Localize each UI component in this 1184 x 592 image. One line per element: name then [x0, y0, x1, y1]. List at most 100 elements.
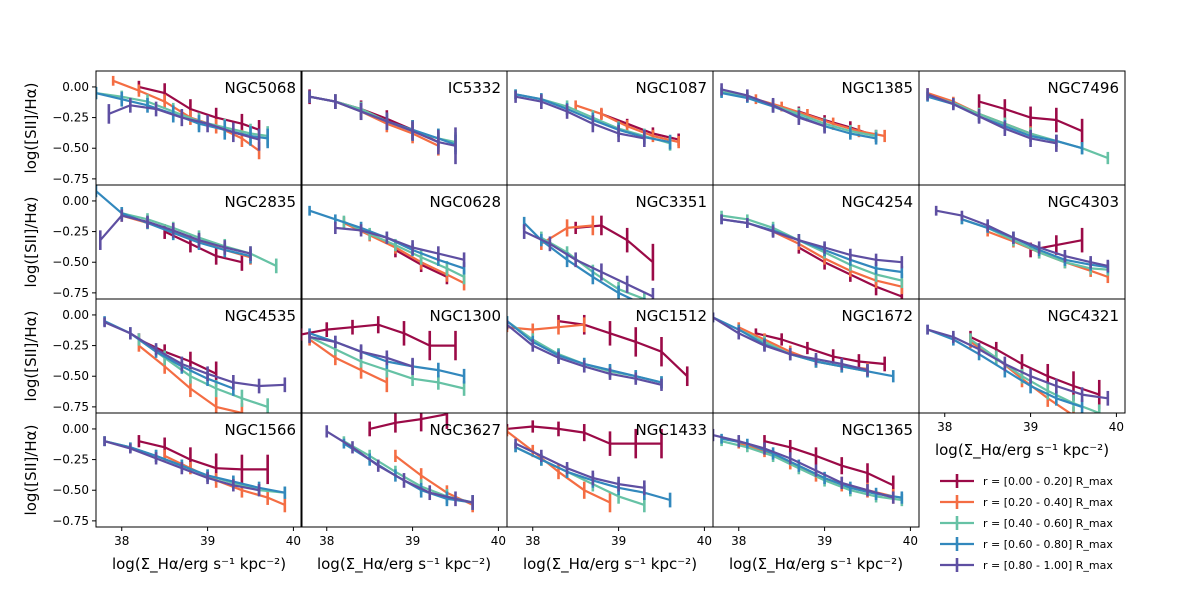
series-line [369, 413, 448, 430]
y-tick-label: −0.50 [52, 369, 89, 383]
panel-title: NGC5068 [225, 79, 297, 97]
panel-frame [712, 412, 920, 528]
legend-entry: r = [0.40 - 0.60] R_max [940, 516, 1113, 530]
panel-ic5332: IC5332 [300, 70, 508, 186]
panel-frame [95, 412, 303, 528]
series-line [970, 336, 1100, 396]
y-tick-label: 0.00 [62, 80, 89, 94]
y-tick-label: −0.75 [52, 286, 89, 300]
plot-area [96, 75, 269, 160]
series-line [309, 95, 439, 147]
series-0 [977, 94, 1084, 144]
y-tick-label: −0.75 [52, 172, 89, 186]
axis-labels-layer: log([SII]/Hα) log([SII]/Hα) log([SII]/Hα) l… [22, 83, 1109, 574]
panels-layer: NGC5068 0.00 −0.25 −0.50 −0.75 IC5332 NGC1087 N… [52, 70, 1126, 548]
y-tick-label: 0.00 [62, 194, 89, 208]
panel-title: NGC0628 [430, 193, 502, 211]
series-0 [301, 316, 457, 361]
x-tick-label: 39 [200, 534, 215, 548]
panel-ngc1566: NGC1566 0.00 −0.25 −0.50 −0.75 38 39 40 [52, 412, 303, 548]
series-line [764, 440, 894, 487]
panel-title: IC5332 [448, 79, 501, 97]
series-4 [934, 205, 1110, 273]
legend-entry: r = [0.80 - 1.00] R_max [940, 558, 1113, 572]
series-4 [926, 324, 1110, 406]
series-line [523, 230, 654, 298]
series-4 [98, 209, 252, 261]
x-tick-label: 38 [114, 534, 129, 548]
legend-label: r = [0.80 - 1.00] R_max [983, 559, 1113, 572]
plot-area [926, 88, 1110, 165]
y-tick-label: −0.50 [52, 255, 89, 269]
plot-area [103, 316, 287, 413]
panel-title: NGC3351 [636, 193, 708, 211]
series-line [575, 224, 654, 264]
panel-ngc1365: NGC1365 38 39 40 [712, 412, 920, 548]
panel-title: NGC2835 [225, 193, 297, 211]
y-axis-label: log([SII]/Hα) [22, 311, 40, 402]
series-line [927, 93, 1057, 145]
series-line [721, 214, 903, 282]
plot-area [514, 89, 680, 151]
panel-ngc7496: NGC7496 [918, 70, 1126, 186]
y-tick-label: −0.25 [52, 111, 89, 125]
panel-ngc3627: NGC3627 38 39 40 [300, 412, 508, 548]
series-4 [926, 88, 1058, 152]
x-tick-label: 38 [731, 534, 746, 548]
x-tick-label: 40 [491, 534, 506, 548]
panel-title: NGC4303 [1048, 193, 1120, 211]
series-4 [334, 221, 466, 268]
panel-title: NGC1087 [636, 79, 708, 97]
legend-label: r = [0.60 - 0.80] R_max [983, 538, 1113, 551]
x-tick-label: 39 [1023, 420, 1038, 434]
legend-label: r = [0.00 - 0.20] R_max [983, 475, 1113, 488]
panel-ngc4303: NGC4303 [918, 184, 1126, 300]
series-line [713, 434, 894, 499]
y-tick-label: −0.50 [52, 483, 89, 497]
panel-ngc1672: NGC1672 [712, 298, 920, 414]
x-tick-label: 40 [903, 534, 918, 548]
plot-area [507, 314, 689, 391]
panel-title: NGC4535 [225, 307, 297, 325]
series-4 [507, 319, 663, 391]
plot-area [934, 205, 1110, 284]
panel-ngc2835: NGC2835 0.00 −0.25 −0.50 −0.75 [52, 184, 303, 300]
panel-title: NGC7496 [1048, 79, 1120, 97]
x-tick-label: 40 [286, 534, 301, 548]
y-axis-label: log([SII]/Hα) [22, 425, 40, 516]
panel-ngc5068: NGC5068 0.00 −0.25 −0.50 −0.75 [52, 70, 303, 186]
series-4 [107, 97, 261, 151]
series-4 [522, 224, 655, 299]
series-line [343, 440, 473, 504]
plot-area [507, 420, 672, 513]
series-4 [713, 428, 895, 504]
plot-area [926, 324, 1110, 413]
series-line [164, 230, 243, 264]
y-tick-label: −0.75 [52, 400, 89, 414]
series-1 [507, 426, 612, 513]
series-line [772, 230, 903, 288]
legend-entry: r = [0.60 - 0.80] R_max [940, 537, 1113, 551]
series-line [138, 85, 260, 131]
x-axis-label: log(Σ_Hα/erg s⁻¹ kpc⁻²) [317, 555, 491, 574]
series-line [335, 226, 465, 261]
series-0 [507, 420, 663, 459]
series-line [601, 112, 679, 141]
x-axis-label: log(Σ_Hα/erg s⁻¹ kpc⁻²) [729, 555, 903, 574]
series-0 [368, 413, 449, 437]
series-4 [325, 425, 474, 510]
panel-title: NGC1433 [636, 421, 708, 439]
series-line [515, 95, 645, 140]
y-tick-label: −0.25 [52, 225, 89, 239]
series-line [507, 323, 585, 331]
panel-ngc3351: NGC3351 [506, 184, 714, 300]
x-tick-label: 40 [1109, 420, 1124, 434]
panel-ngc1433: NGC1433 38 39 40 [506, 412, 714, 548]
series-line [343, 222, 465, 285]
panel-ngc1087: NGC1087 [506, 70, 714, 186]
series-4 [308, 90, 457, 165]
x-tick-label: 38 [319, 534, 334, 548]
panel-frame [918, 298, 1126, 414]
series-line [961, 218, 1108, 269]
